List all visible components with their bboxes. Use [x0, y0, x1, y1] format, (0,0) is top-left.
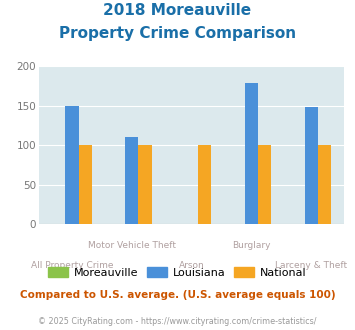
Bar — [258, 145, 271, 224]
Text: Burglary: Burglary — [232, 241, 271, 250]
Text: Motor Vehicle Theft: Motor Vehicle Theft — [88, 241, 176, 250]
Bar — [138, 145, 152, 224]
Bar — [125, 137, 138, 224]
Text: Arson: Arson — [179, 261, 204, 270]
Bar — [318, 145, 331, 224]
Bar — [198, 145, 212, 224]
Bar — [65, 106, 78, 224]
Text: Compared to U.S. average. (U.S. average equals 100): Compared to U.S. average. (U.S. average … — [20, 290, 335, 300]
Bar — [305, 107, 318, 224]
Text: 2018 Moreauville: 2018 Moreauville — [103, 3, 252, 18]
Text: Larceny & Theft: Larceny & Theft — [275, 261, 348, 270]
Text: © 2025 CityRating.com - https://www.cityrating.com/crime-statistics/: © 2025 CityRating.com - https://www.city… — [38, 317, 317, 326]
Text: All Property Crime: All Property Crime — [31, 261, 113, 270]
Legend: Moreauville, Louisiana, National: Moreauville, Louisiana, National — [44, 263, 311, 282]
Bar — [78, 145, 92, 224]
Bar — [245, 83, 258, 224]
Text: Property Crime Comparison: Property Crime Comparison — [59, 26, 296, 41]
